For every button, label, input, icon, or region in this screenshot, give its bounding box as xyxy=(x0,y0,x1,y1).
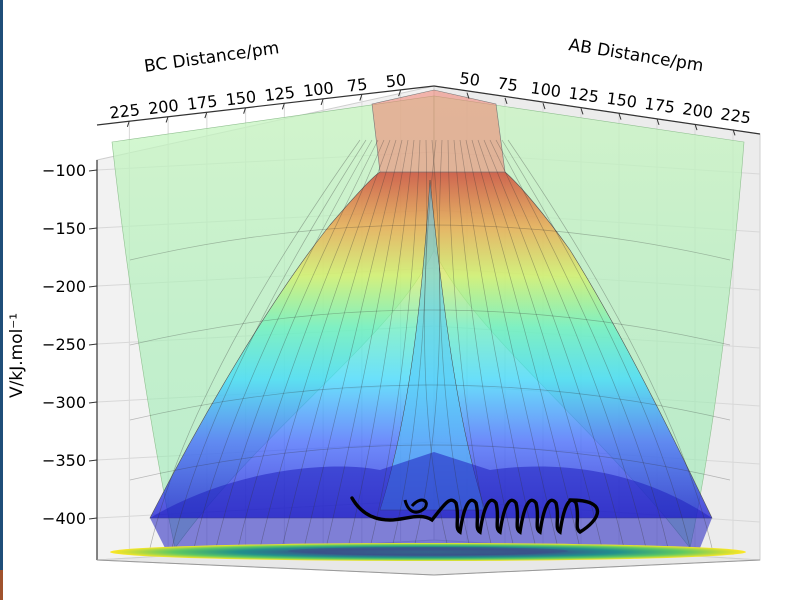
z-tick-mark xyxy=(88,401,98,404)
mesh-line xyxy=(259,139,391,549)
mesh-line xyxy=(495,139,669,549)
bc-tick-mark xyxy=(243,107,247,114)
bc-tick-mark xyxy=(165,116,169,123)
floor-edge-left xyxy=(96,559,435,576)
mesh-line xyxy=(281,139,397,549)
mesh-line xyxy=(424,139,449,549)
mesh-line xyxy=(453,139,515,549)
ab-tick-label: 50 xyxy=(458,68,481,90)
surface-mesh xyxy=(129,139,731,549)
mesh-line xyxy=(459,139,537,549)
ab-tick-label: 125 xyxy=(567,83,600,106)
z-tick-mark xyxy=(88,227,98,230)
z-tick-mark xyxy=(88,285,98,288)
ab-tick-label: 100 xyxy=(529,78,562,101)
ab-axis-ticks: 50 75 100 125 150 175 200 225 xyxy=(458,68,752,136)
mesh-line xyxy=(501,139,691,549)
ab-tick-mark xyxy=(618,113,622,120)
window-edge-left xyxy=(0,0,3,600)
z-tick-label: −250 xyxy=(42,335,86,354)
z-tick-mark xyxy=(88,459,98,462)
ab-tick-mark xyxy=(504,97,508,105)
bc-tick-label: 225 xyxy=(108,100,141,123)
bc-tick-mark xyxy=(359,94,363,101)
ab-tick-label: 225 xyxy=(719,104,752,127)
mesh-line xyxy=(465,139,559,549)
bc-axis-label: BC Distance/pm xyxy=(143,38,281,77)
mesh-contour-line xyxy=(129,224,731,261)
ab-tick-mark xyxy=(694,123,698,131)
bc-tick-mark xyxy=(320,98,324,106)
bc-tick-label: 200 xyxy=(147,96,180,119)
mesh-line xyxy=(507,139,713,549)
mesh-line xyxy=(347,139,415,549)
z-tick-mark xyxy=(88,169,98,172)
ab-tick-mark xyxy=(580,108,584,115)
z-tick-mark xyxy=(88,517,98,520)
bc-tick-mark xyxy=(204,111,208,119)
mesh-line xyxy=(149,139,361,549)
trajectory-line xyxy=(350,496,600,535)
z-tick-label: −200 xyxy=(42,277,86,296)
mesh-line xyxy=(489,139,647,549)
ab-tick-label: 150 xyxy=(605,89,638,112)
mesh-line xyxy=(369,139,421,549)
window-edge-bottom xyxy=(0,570,3,600)
mesh-line xyxy=(325,139,409,549)
bc-axis-ticks: 225 200 175 150 125 100 75 50 xyxy=(108,70,407,127)
bc-tick-label: 100 xyxy=(302,78,335,101)
z-axis-ticks: −100 −150 −200 −250 −300 −350 −400 xyxy=(42,161,98,528)
bc-tick-label: 175 xyxy=(186,91,219,114)
bc-tick-label: 150 xyxy=(225,87,258,110)
mesh-line xyxy=(447,139,493,549)
bc-tick-mark xyxy=(126,120,130,127)
ab-tick-label: 175 xyxy=(643,94,676,117)
ab-tick-mark xyxy=(732,129,736,136)
mesh-line xyxy=(237,139,385,549)
mesh-line xyxy=(391,139,428,549)
ab-tick-mark xyxy=(542,102,546,110)
z-tick-label: −400 xyxy=(42,509,86,528)
bc-tick-label: 125 xyxy=(263,83,296,106)
mesh-line xyxy=(215,139,379,549)
z-axis-label: V/kJ.mol⁻¹ xyxy=(7,313,27,398)
z-tick-label: −300 xyxy=(42,393,86,412)
z-tick-label: −100 xyxy=(42,161,86,180)
mesh-contour-line xyxy=(129,309,731,346)
mesh-contour-line xyxy=(129,444,731,481)
floor-contour-inner xyxy=(288,547,568,555)
floor-edge-right xyxy=(433,559,761,576)
mesh-line xyxy=(193,139,373,549)
mesh-line xyxy=(303,139,403,549)
trajectory-path xyxy=(350,496,600,535)
mesh-contour-line xyxy=(129,384,731,421)
surface-basin xyxy=(150,452,712,548)
trajectory-loop xyxy=(403,498,428,514)
z-tick-label: −150 xyxy=(42,219,86,238)
bc-tick-label: 75 xyxy=(346,74,369,95)
surface-ridge-back xyxy=(371,89,506,173)
mesh-line xyxy=(483,139,625,549)
bc-axis-line xyxy=(96,85,435,126)
ab-tick-mark xyxy=(656,118,660,126)
bc-tick-mark xyxy=(281,103,285,110)
z-tick-label: −350 xyxy=(42,451,86,470)
ab-axis-line xyxy=(433,85,761,135)
ab-tick-label: 200 xyxy=(681,99,714,122)
surface-valley-center xyxy=(379,179,486,511)
bc-tick-label: 50 xyxy=(385,70,408,91)
ab-tick-label: 75 xyxy=(496,74,519,96)
z-tick-mark xyxy=(88,343,98,346)
ab-axis-label: AB Distance/pm xyxy=(567,35,705,76)
ab-tick-mark xyxy=(466,92,470,99)
bc-tick-mark xyxy=(398,90,402,97)
mesh-line xyxy=(438,139,471,549)
mesh-line xyxy=(171,139,367,549)
